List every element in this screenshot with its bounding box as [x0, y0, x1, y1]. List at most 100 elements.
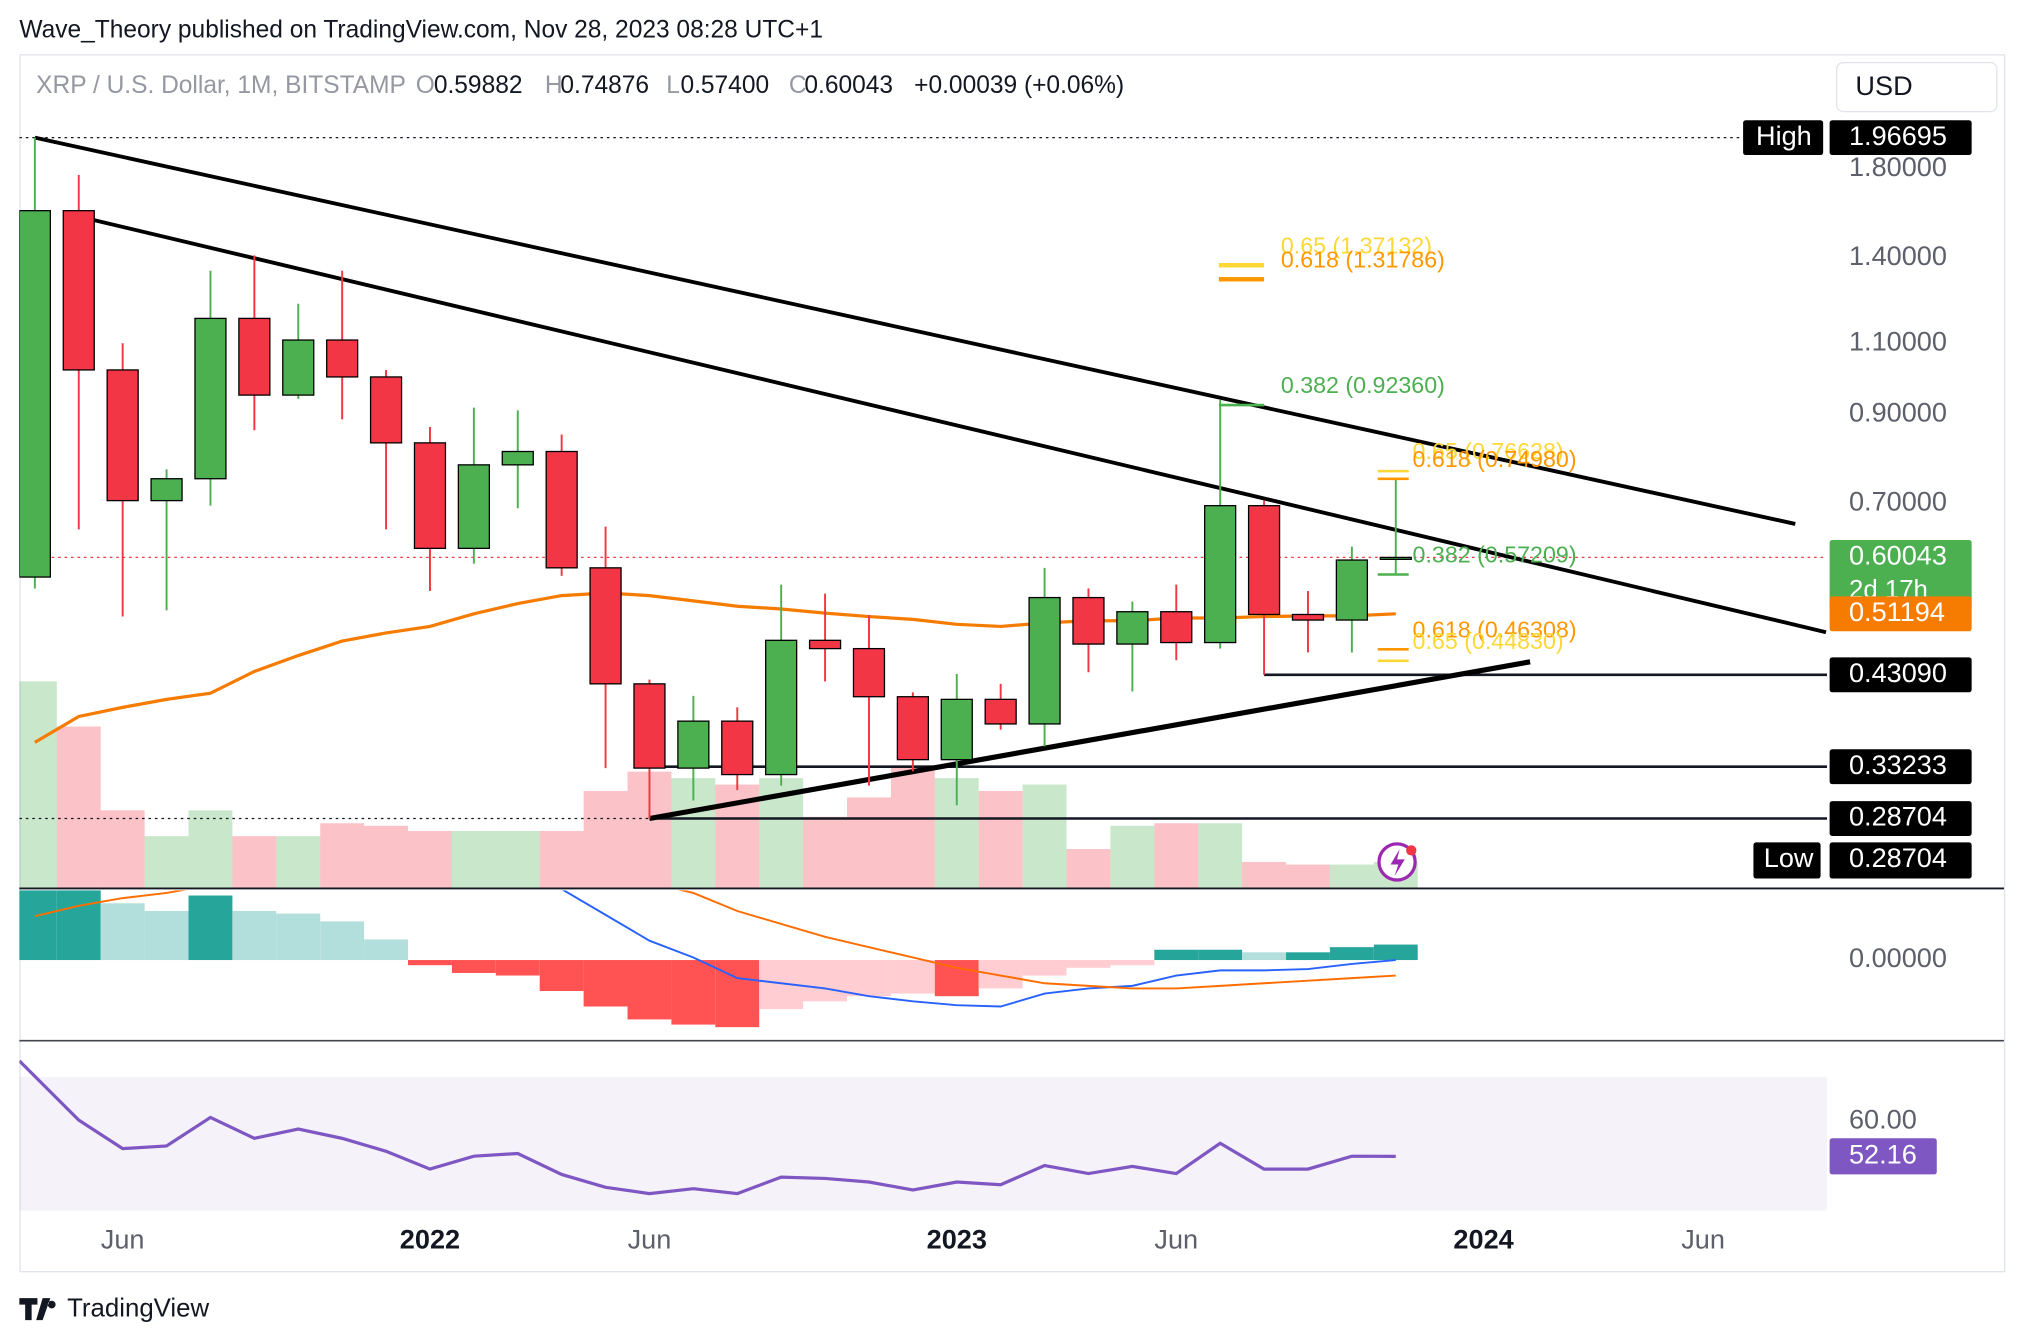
rsi-badge-label: 52.16: [1849, 1139, 1917, 1170]
volume-bar: [890, 765, 935, 888]
currency-button[interactable]: [1836, 61, 1998, 113]
level-badge-label: 0.28704: [1849, 801, 1947, 832]
alert-dot: [1406, 845, 1417, 856]
candle-body: [984, 698, 1017, 725]
macd-bar: [188, 895, 233, 961]
fib-label: 0.618 (0.74980): [1413, 446, 1577, 472]
candle-body: [1291, 613, 1325, 621]
ohlc-label: L: [666, 72, 680, 99]
x-tick-label: Jun: [1154, 1224, 1198, 1255]
volume-bar: [364, 825, 409, 888]
macd-bar: [1154, 949, 1199, 961]
trendline: [34, 135, 1796, 526]
macd-pane: [19, 890, 1418, 1028]
symbol: XRP / U.S. Dollar, 1M, BITSTAMP: [36, 72, 406, 99]
trendline: [649, 659, 1531, 822]
candle-body: [501, 450, 534, 466]
currency[interactable]: USD: [1855, 70, 1912, 101]
macd-bar: [539, 960, 584, 992]
macd-bar: [1022, 960, 1067, 976]
ohlc-label: C: [789, 72, 807, 99]
low-tag-label: Low: [1764, 842, 1814, 873]
volume-bar: [276, 836, 321, 888]
volume-bar: [495, 831, 540, 888]
ohlc-value: 0.59882: [434, 72, 523, 99]
volume-bar: [100, 810, 145, 888]
change: +0.00039 (+0.06%): [914, 72, 1124, 99]
candle-body: [1335, 559, 1369, 621]
ohlc-value: 0.60043: [804, 72, 893, 99]
macd-bar: [890, 960, 935, 994]
rsi-badge: [1829, 1138, 1937, 1175]
volume-bar: [188, 810, 233, 888]
volume-bar: [539, 831, 584, 888]
candle-body: [194, 317, 227, 480]
candle-body: [852, 647, 886, 698]
low-badge-label: 0.28704: [1849, 842, 1947, 873]
macd-bar: [320, 921, 365, 961]
candle-body: [413, 442, 447, 550]
candle-body: [282, 339, 315, 396]
high-tag: [1743, 120, 1824, 156]
volume-bar: [847, 797, 891, 888]
level-badge: [1829, 657, 1972, 693]
macd-bar: [232, 911, 277, 961]
fib-label: 0.382 (0.57209): [1413, 542, 1577, 568]
ohlc-value: 0.57400: [680, 72, 769, 99]
volume-bar: [19, 681, 57, 888]
signal-line: [34, 890, 1396, 990]
macd-bar: [19, 890, 57, 961]
candle-body: [1204, 505, 1237, 644]
rsi-pane: [19, 1059, 1828, 1211]
candle-body: [589, 567, 622, 685]
candle-body: [721, 720, 754, 776]
ma-badge-label: 0.51194: [1849, 596, 1945, 627]
alert-bolt: [1390, 849, 1405, 877]
candle-body: [1072, 596, 1105, 645]
macd-bar: [583, 960, 628, 1007]
ohlc-value: 0.74876: [560, 72, 649, 99]
macd-bar: [803, 960, 848, 1002]
y-tick-label: 0.90000: [1849, 396, 1947, 427]
volume-bar: [1329, 864, 1374, 888]
volume-bar: [803, 816, 848, 888]
macd-bar: [408, 960, 452, 966]
volume-bar: [583, 791, 628, 888]
volume-bar: [1110, 825, 1155, 888]
macd-bar: [1066, 960, 1111, 968]
candle-body: [545, 450, 578, 569]
volume-bar: [408, 831, 452, 888]
macd-bar: [276, 913, 321, 961]
volume-bar: [320, 823, 365, 888]
candle-body: [369, 376, 403, 444]
level-badge-label: 0.43090: [1849, 657, 1947, 688]
published-line: Wave_Theory published on TradingView.com…: [19, 16, 823, 43]
fib-label: 0.65 (0.76628): [1413, 438, 1564, 464]
candle-body: [1379, 556, 1412, 560]
candle-body: [457, 464, 491, 550]
overlay: Jun 2022 Jun 2023 Jun 2024 Jun 1.80000 1.40000 1.…: [101, 120, 1972, 1255]
candle-body: [326, 339, 359, 378]
candle-body: [896, 696, 930, 761]
candle-body: [765, 639, 798, 776]
fib-label: 0.382 (0.92360): [1281, 372, 1445, 398]
fib-label: 0.65 (0.44830): [1413, 628, 1564, 654]
rsi-band: [19, 1076, 1828, 1211]
level-badge-label: 0.33233: [1849, 749, 1947, 780]
candle-body: [633, 683, 666, 769]
candle-body: [1116, 611, 1149, 645]
ohlc-label: O: [416, 72, 435, 99]
macd-bar: [100, 903, 145, 961]
level-badge: [1829, 749, 1972, 785]
macd-bar: [364, 939, 409, 961]
macd-bar: [451, 960, 496, 973]
candle-body: [677, 720, 710, 769]
y-tick-label: 1.80000: [1849, 151, 1947, 182]
candle-body: [808, 639, 842, 650]
trendline: [78, 214, 1827, 635]
price-pane: 0.65 (1.37132)0.618 (1.31786) 0.382 (0.92…: [19, 135, 1828, 888]
candle-body: [19, 210, 52, 578]
volume-bar: [978, 791, 1023, 888]
fib-label: 0.618 (0.46308): [1413, 616, 1577, 642]
